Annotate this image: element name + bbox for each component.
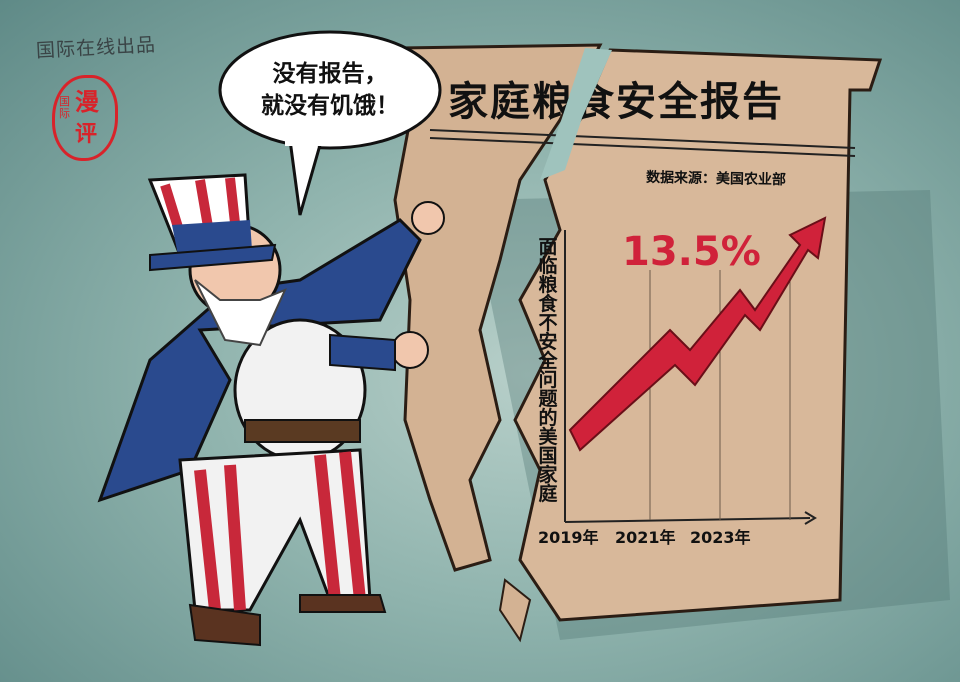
speech-bubble	[218, 30, 442, 150]
uncle-sam	[97, 173, 445, 647]
data-source: 数据来源：美国农业部	[645, 169, 787, 189]
speech-bubble-text: 没有报告， 就没有饥饿！	[245, 58, 415, 122]
report-title: 家庭粮食安全报告	[448, 79, 784, 125]
title-rule	[429, 137, 856, 157]
seal-small: 国际	[59, 95, 70, 120]
title-rule	[429, 129, 856, 149]
percentage-value: 13.5%	[622, 229, 761, 275]
trend-arrow	[568, 216, 827, 452]
report-paper-right	[513, 48, 883, 622]
year-label: 2019年	[538, 528, 599, 547]
speech-line-1: 没有报告，	[272, 61, 388, 87]
x-axis-arrowhead	[804, 511, 817, 525]
speech-line-2: 就没有饥饿！	[261, 93, 399, 119]
chart-label: 面临粮食不安全问题的美国家庭	[538, 236, 558, 505]
x-axis	[564, 517, 811, 523]
year-label: 2021年	[615, 528, 676, 547]
seal-big1: 漫	[75, 88, 99, 116]
seal-logo: 国际 漫 评	[52, 75, 118, 161]
paper-scrap	[498, 578, 532, 643]
year-label: 2023年	[690, 528, 751, 547]
seal-big2: 评	[75, 122, 98, 147]
